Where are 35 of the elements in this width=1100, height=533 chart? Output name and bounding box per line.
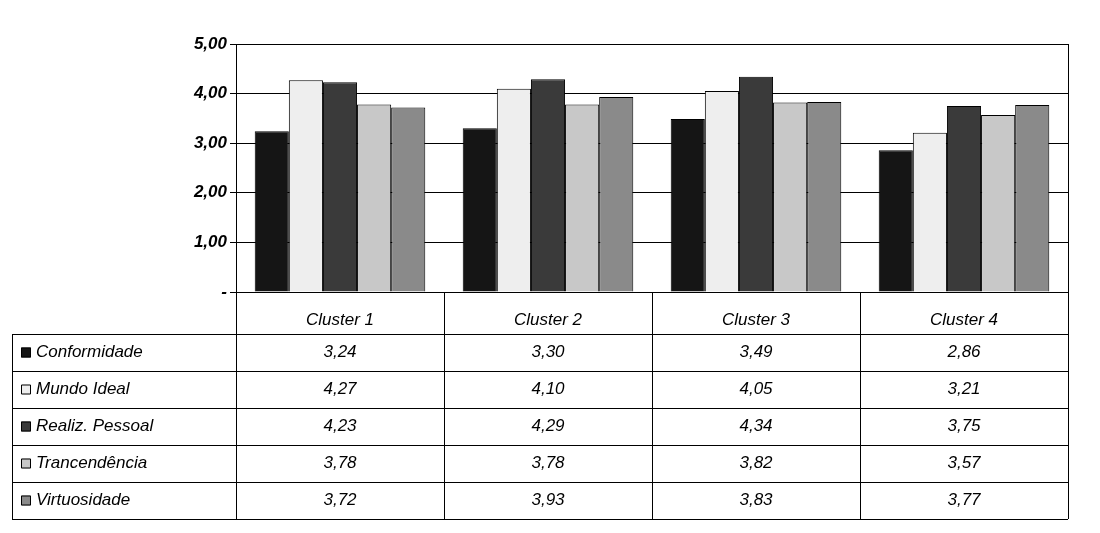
data-label: 3,49 bbox=[739, 342, 774, 362]
data-label: 3,77 bbox=[947, 490, 982, 510]
data-label: 3,78 bbox=[531, 453, 566, 473]
data-label: 4,27 bbox=[323, 379, 358, 399]
data-label: 3,24 bbox=[323, 342, 357, 362]
data-label: 2,86 bbox=[946, 342, 982, 362]
x-tick-label: Cluster 1 bbox=[305, 309, 375, 329]
legend-label: Trancendência bbox=[36, 453, 148, 473]
data-label: 3,93 bbox=[531, 490, 566, 510]
data-label: 3,75 bbox=[947, 416, 982, 436]
legend-label: Realiz. Pessoal bbox=[36, 416, 155, 436]
legend-label: Conformidade bbox=[36, 342, 143, 362]
data-label: 3,21 bbox=[947, 379, 981, 399]
data-label: 3,57 bbox=[947, 453, 982, 473]
data-label: 3,83 bbox=[739, 490, 774, 510]
x-tick-label: Cluster 3 bbox=[721, 309, 791, 329]
data-label: 3,30 bbox=[531, 342, 566, 362]
y-tick-label: 5,00 bbox=[193, 33, 228, 53]
y-tick-label: 2,00 bbox=[192, 182, 228, 202]
legend-label: Mundo Ideal bbox=[36, 379, 131, 399]
data-label: 3,72 bbox=[323, 490, 358, 510]
x-tick-label: Cluster 2 bbox=[513, 309, 583, 329]
data-label: 4,05 bbox=[739, 379, 774, 399]
y-tick-label: 3,00 bbox=[193, 132, 228, 152]
data-label: 4,10 bbox=[531, 379, 566, 399]
x-tick-label: Cluster 4 bbox=[929, 309, 999, 329]
data-label: 4,23 bbox=[323, 416, 358, 436]
data-label: 3,78 bbox=[323, 453, 358, 473]
y-tick-label: 1,00 bbox=[193, 232, 228, 252]
y-tick-label: 4,00 bbox=[192, 83, 228, 103]
y-tick-label: - bbox=[221, 281, 228, 301]
data-label: 4,34 bbox=[739, 416, 773, 436]
legend-label: Virtuosidade bbox=[36, 490, 131, 510]
data-label: 3,82 bbox=[739, 453, 774, 473]
data-label: 4,29 bbox=[531, 416, 566, 436]
